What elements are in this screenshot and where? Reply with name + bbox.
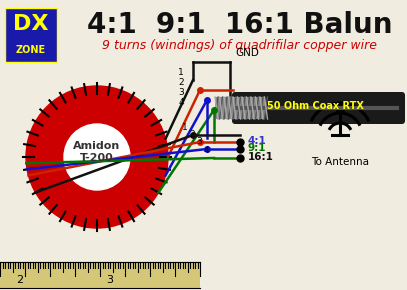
FancyBboxPatch shape bbox=[232, 92, 405, 124]
Text: 2: 2 bbox=[178, 78, 184, 87]
Text: 4: 4 bbox=[203, 146, 209, 155]
Text: ZONE: ZONE bbox=[16, 45, 46, 55]
Text: 1: 1 bbox=[178, 68, 184, 77]
Text: To Antenna: To Antenna bbox=[311, 157, 369, 167]
Text: 4:1  9:1  16:1 Balun: 4:1 9:1 16:1 Balun bbox=[87, 11, 393, 39]
Text: 4: 4 bbox=[178, 98, 184, 107]
Text: 9:1: 9:1 bbox=[248, 143, 267, 153]
Text: 2: 2 bbox=[16, 275, 24, 285]
Text: 1: 1 bbox=[182, 123, 188, 132]
Text: DX: DX bbox=[13, 14, 49, 34]
Text: 4:1: 4:1 bbox=[248, 136, 267, 146]
Circle shape bbox=[26, 86, 168, 228]
Bar bbox=[0, 262, 200, 288]
FancyBboxPatch shape bbox=[5, 8, 57, 62]
Text: 3: 3 bbox=[107, 275, 114, 285]
Text: 9 turns (windings) of quadrifilar copper wire: 9 turns (windings) of quadrifilar copper… bbox=[103, 39, 378, 52]
Text: 3: 3 bbox=[196, 137, 202, 146]
Text: GND: GND bbox=[235, 48, 259, 58]
Text: 16:1: 16:1 bbox=[248, 152, 274, 162]
Circle shape bbox=[64, 124, 130, 190]
Text: 2: 2 bbox=[189, 130, 195, 139]
Bar bbox=[215, 97, 265, 119]
Text: 50 Ohm Coax RTX: 50 Ohm Coax RTX bbox=[267, 101, 363, 111]
Text: Amidon
T-200: Amidon T-200 bbox=[73, 141, 120, 163]
Text: 3: 3 bbox=[178, 88, 184, 97]
